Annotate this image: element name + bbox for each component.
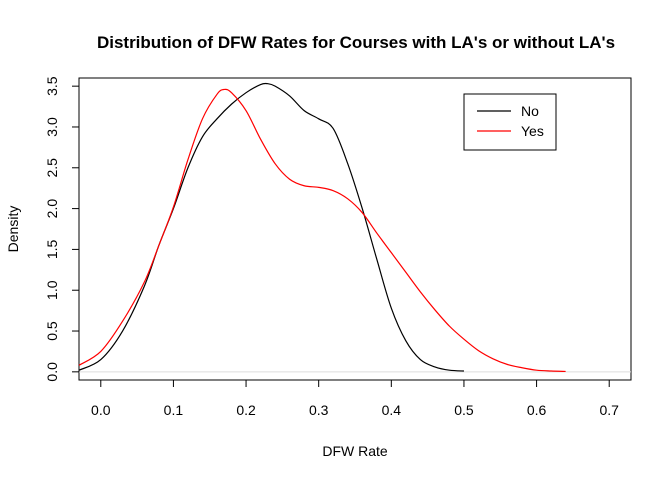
y-tick-label: 3.0 <box>44 117 60 137</box>
x-tick-label: 0.6 <box>527 402 547 418</box>
y-tick-label: 2.0 <box>44 199 60 219</box>
y-tick-label: 1.0 <box>44 280 60 300</box>
x-tick-label: 0.4 <box>382 402 402 418</box>
legend-label-no: No <box>521 103 539 119</box>
x-tick-label: 0.7 <box>599 402 619 418</box>
x-tick-label: 0.3 <box>309 402 329 418</box>
y-axis-label: Density <box>5 206 21 253</box>
series-line-yes <box>78 88 566 373</box>
legend: No Yes <box>463 93 557 151</box>
y-tick-label: 0.0 <box>44 362 60 382</box>
series-layer <box>78 82 566 373</box>
y-tick-label: 0.5 <box>44 321 60 341</box>
y-tick-label: 3.5 <box>44 76 60 96</box>
x-tick-label: 0.0 <box>91 402 111 418</box>
y-axis: 0.0 0.5 1.0 1.5 2.0 2.5 3.0 3.5 <box>44 76 80 382</box>
series-line-no <box>78 82 464 372</box>
x-tick-label: 0.1 <box>164 402 184 418</box>
y-tick-label: 1.5 <box>44 239 60 259</box>
chart-title: Distribution of DFW Rates for Courses wi… <box>97 33 615 52</box>
x-axis: 0.0 0.1 0.2 0.3 0.4 0.5 0.6 0.7 <box>91 379 619 418</box>
x-tick-label: 0.2 <box>236 402 256 418</box>
x-tick-label: 0.5 <box>454 402 474 418</box>
y-tick-label: 2.5 <box>44 158 60 178</box>
legend-box <box>463 93 557 151</box>
legend-label-yes: Yes <box>521 123 544 139</box>
x-axis-label: DFW Rate <box>322 443 388 459</box>
